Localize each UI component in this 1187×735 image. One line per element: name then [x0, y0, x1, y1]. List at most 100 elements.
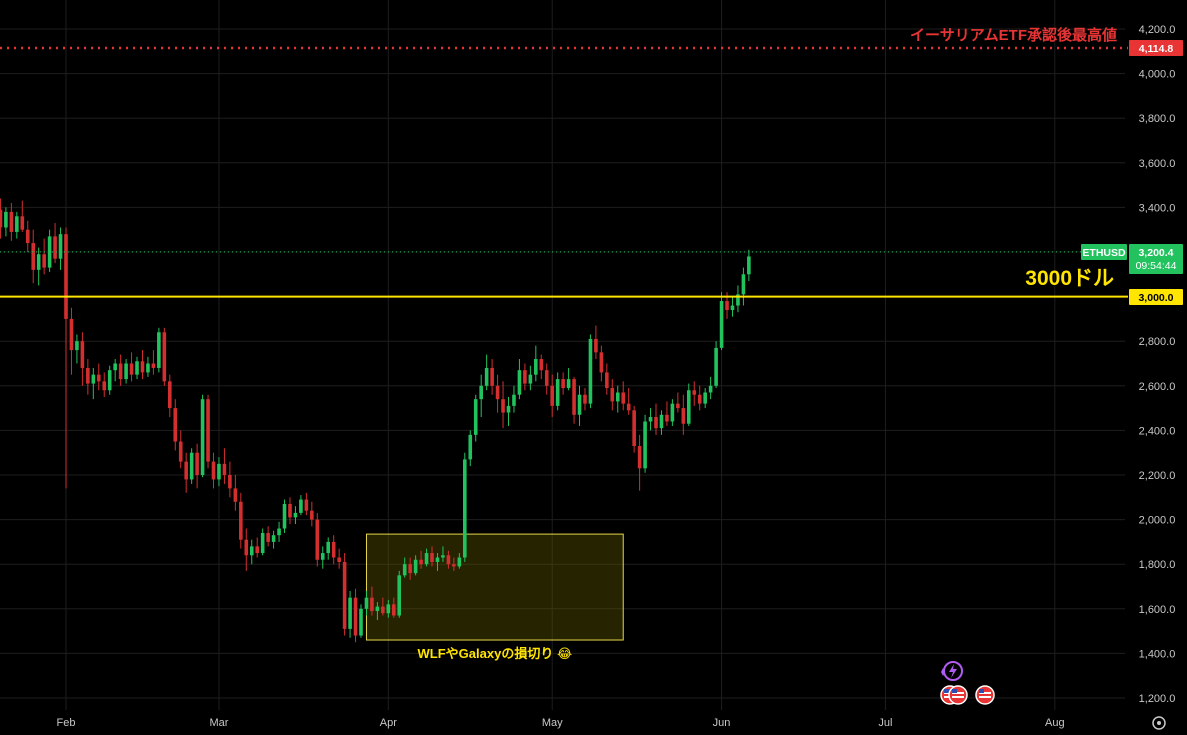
level-3000-tag-bg	[1129, 289, 1183, 305]
us-flag-icon[interactable]	[975, 685, 995, 705]
candle	[424, 548, 429, 567]
candle	[670, 399, 675, 426]
candle	[20, 200, 25, 232]
candle	[36, 247, 41, 286]
candle	[348, 590, 352, 638]
y-tick-label: 1,600.0	[1139, 604, 1176, 616]
candle	[184, 452, 188, 493]
candle	[391, 597, 396, 618]
us-flag-icon[interactable]	[948, 685, 968, 705]
candle	[719, 292, 724, 351]
candle	[299, 495, 303, 516]
x-tick-label: Mar	[209, 717, 228, 729]
candle	[632, 405, 636, 453]
candle	[359, 604, 363, 638]
candles	[0, 198, 751, 643]
candle	[0, 198, 3, 239]
candle	[260, 528, 265, 556]
candle	[577, 385, 582, 426]
candle	[386, 599, 391, 618]
event-icons[interactable]	[940, 661, 995, 705]
y-tick-label: 2,200.0	[1139, 470, 1176, 482]
candle	[151, 350, 156, 375]
candle	[665, 401, 669, 426]
candle	[211, 452, 216, 489]
candle	[555, 372, 560, 411]
candle	[413, 555, 418, 576]
candle	[239, 492, 243, 549]
candle	[58, 227, 63, 270]
candle	[468, 430, 473, 467]
candle	[419, 550, 423, 569]
candle	[222, 448, 227, 484]
candle	[397, 570, 402, 618]
candle	[320, 546, 325, 569]
candle	[692, 381, 697, 406]
candle	[96, 363, 101, 391]
sparkle-bolt-icon[interactable]	[941, 661, 963, 681]
candle	[162, 327, 167, 386]
candle	[588, 334, 593, 409]
candle	[599, 345, 604, 382]
candle	[47, 229, 52, 273]
price-tags: ETHUSD 3,200.4 09:54:44 4,114.8 3,000.0	[1081, 40, 1183, 305]
candle	[408, 557, 412, 580]
candle	[550, 374, 555, 418]
ath-price-tag-bg	[1129, 40, 1183, 56]
candle	[129, 352, 134, 382]
candle	[315, 512, 320, 567]
candle	[293, 506, 298, 525]
range-box-layer	[365, 533, 624, 641]
candle	[80, 332, 85, 386]
candle	[430, 546, 434, 567]
candle	[288, 497, 292, 525]
candle	[140, 350, 145, 380]
candle	[342, 553, 347, 636]
candle	[9, 202, 14, 241]
candle	[255, 537, 260, 558]
candle	[53, 223, 57, 264]
candle	[118, 354, 123, 386]
candle	[681, 394, 686, 435]
candle	[69, 307, 74, 375]
x-axis: Feb Mar Apr May Jun Jul Aug	[57, 717, 1065, 729]
symbol-tag: ETHUSD	[1082, 247, 1126, 259]
candle	[643, 414, 647, 473]
candle	[233, 475, 238, 511]
candle	[228, 461, 232, 498]
x-tick-label: May	[542, 717, 563, 729]
candle	[484, 354, 489, 391]
y-tick-label: 4,000.0	[1139, 69, 1176, 81]
candle	[621, 381, 626, 411]
candle	[167, 374, 172, 418]
y-tick-label: 1,400.0	[1139, 648, 1176, 660]
candle	[102, 372, 107, 397]
candle	[572, 376, 576, 424]
candle	[490, 359, 494, 395]
candle	[534, 345, 538, 382]
y-tick-label: 2,800.0	[1139, 336, 1176, 348]
gear-icon[interactable]	[1152, 716, 1166, 730]
candle	[178, 430, 183, 469]
candle	[441, 546, 445, 562]
candle	[266, 526, 270, 547]
candle	[714, 341, 718, 389]
candle	[326, 537, 331, 560]
x-tick-label: Feb	[57, 717, 76, 729]
x-tick-label: Aug	[1045, 717, 1065, 729]
candle	[528, 365, 533, 391]
candle	[637, 434, 642, 491]
candle	[462, 452, 467, 562]
candle	[648, 408, 653, 431]
candle	[195, 443, 199, 489]
candle	[42, 238, 46, 275]
candle	[566, 367, 571, 391]
candle	[512, 385, 516, 413]
candle	[736, 285, 740, 313]
candle	[605, 363, 609, 395]
candle	[452, 557, 456, 571]
ath-annotation-text: イーサリアムETF承認後最高値	[910, 26, 1117, 44]
candle	[523, 363, 527, 391]
